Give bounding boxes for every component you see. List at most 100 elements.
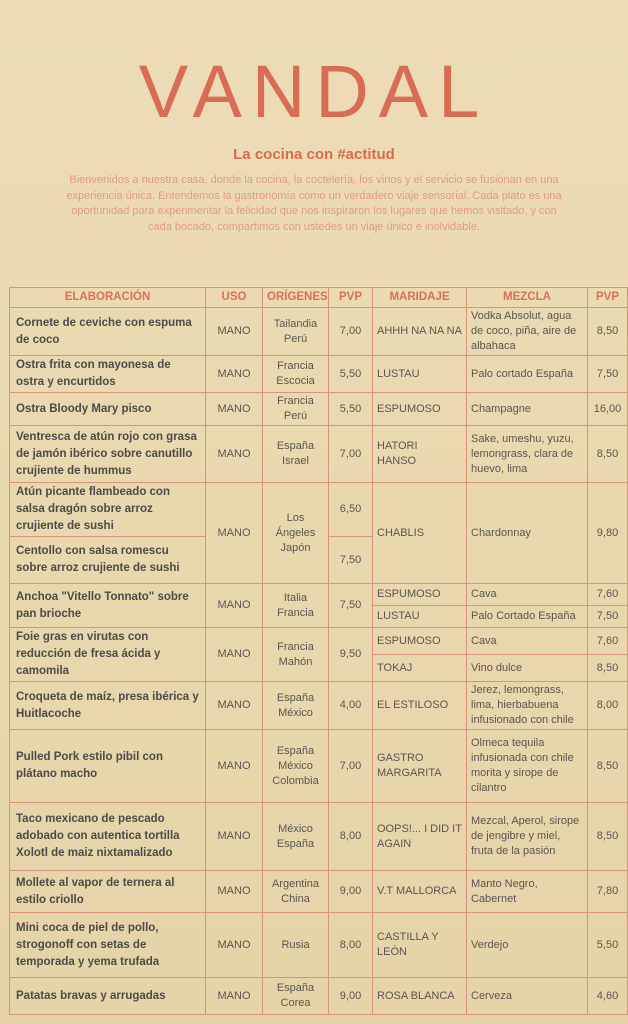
- pairing-mix: Cava: [466, 583, 588, 606]
- header-pvp: PVP: [328, 287, 373, 308]
- usage: MANO: [205, 870, 263, 913]
- pairing-mix: Mezcal, Aperol, sirope de jengibre y mie…: [466, 802, 588, 871]
- usage: MANO: [205, 355, 263, 393]
- dish-price: 6,50: [328, 482, 373, 537]
- pairing: OOPS!... I DID IT AGAIN: [372, 802, 467, 871]
- dish-name: Centollo con salsa romescu sobre arroz c…: [9, 536, 206, 584]
- usage: MANO: [205, 912, 263, 978]
- header-maridaje: MARIDAJE: [372, 287, 467, 308]
- pairing-price: 7,60: [587, 627, 628, 655]
- pairing-price: 7,60: [587, 583, 628, 606]
- pairing: LUSTAU: [372, 355, 467, 393]
- pairing-price: 9,80: [587, 482, 628, 584]
- origins: España México: [262, 681, 329, 730]
- dish-name: Atún picante flambeado con salsa dragón …: [9, 482, 206, 537]
- pairing: ESPUMOSO: [372, 583, 467, 606]
- pairing-price: 8,50: [587, 729, 628, 803]
- origins: Los Ángeles Japón: [262, 482, 329, 584]
- usage: MANO: [205, 977, 263, 1015]
- table-row: Anchoa "Vitello Tonnato" sobre pan brioc…: [9, 583, 628, 628]
- usage: MANO: [205, 681, 263, 730]
- pairing-mix: Vino dulce: [466, 654, 588, 682]
- dish-name: Ostra frita con mayonesa de ostra y encu…: [9, 355, 206, 393]
- dish-name: Anchoa "Vitello Tonnato" sobre pan brioc…: [9, 583, 206, 628]
- pairing-mix: Cava: [466, 627, 588, 655]
- pairing: HATORI HANSO: [372, 425, 467, 483]
- pairing-mix: Palo Cortado España: [466, 605, 588, 628]
- pairing-mix: Olmeca tequila infusionada con chile mor…: [466, 729, 588, 803]
- dish-price: 7,50: [328, 536, 373, 584]
- origins: Francia Escocia: [262, 355, 329, 393]
- dish-name: Mollete al vapor de ternera al estilo cr…: [9, 870, 206, 913]
- dish-name: Taco mexicano de pescado adobado con aut…: [9, 802, 206, 871]
- origins: Francia Mahón: [262, 627, 329, 682]
- table-row: Centollo con salsa romescu sobre arroz c…: [9, 536, 628, 584]
- header-mezcla: MEZCLA: [466, 287, 588, 308]
- pairing: TOKAJ: [372, 654, 467, 682]
- pairing-mix: Cerveza: [466, 977, 588, 1015]
- dish-price: 5,50: [328, 392, 373, 426]
- dish-price: 9,50: [328, 627, 373, 682]
- pairing-mix: Verdejo: [466, 912, 588, 978]
- origins: Rusia: [262, 912, 329, 978]
- usage: MANO: [205, 307, 263, 356]
- pairing-price: 8,50: [587, 425, 628, 483]
- dish-price: 7,00: [328, 425, 373, 483]
- dish-name: Mini coca de piel de pollo, strogonoff c…: [9, 912, 206, 978]
- table-row: Ventresca de atún rojo con grasa de jamó…: [9, 425, 628, 483]
- dish-price: 8,00: [328, 802, 373, 871]
- origins: España México Colombia: [262, 729, 329, 803]
- usage: MANO: [205, 627, 263, 682]
- table-row: Foie gras en virutas con reducción de fr…: [9, 627, 628, 682]
- header-row: ELABORACIÓN USO ORÍGENES PVP MARIDAJE MEZCLA P…: [9, 287, 628, 308]
- table-row: Croqueta de maíz, presa ibérica y Huitla…: [9, 681, 628, 730]
- pairing: V.T MALLORCA: [372, 870, 467, 913]
- pairing-mix: Chardonnay: [466, 482, 588, 584]
- vandal-logo: VANDAL: [138, 50, 490, 133]
- pairing-mix: Sake, umeshu, yuzu, lemongrass, clara de…: [466, 425, 588, 483]
- pairing-mix: Palo cortado España: [466, 355, 588, 393]
- dish-price: 7,50: [328, 583, 373, 628]
- pairing-mix: Champagne: [466, 392, 588, 426]
- table-row: Mini coca de piel de pollo, strogonoff c…: [9, 912, 628, 978]
- usage: MANO: [205, 482, 263, 584]
- menu-table: ELABORACIÓN USO ORÍGENES PVP MARIDAJE MEZCLA P…: [9, 287, 628, 1015]
- pairing: ESPUMOSO: [372, 392, 467, 426]
- pairing-price: 7,50: [587, 605, 628, 628]
- header-uso: USO: [205, 287, 263, 308]
- origins: Francia Perú: [262, 392, 329, 426]
- table-row: Atún picante flambeado con salsa dragón …: [9, 482, 628, 584]
- pairing-mix: Vodka Absolut, agua de coco, piña, aire …: [466, 307, 588, 356]
- pairing: CHABLIS: [372, 482, 467, 584]
- dish-name: Pulled Pork estilo pibil con plátano mac…: [9, 729, 206, 803]
- pairing: CASTILLA Y LEÓN: [372, 912, 467, 978]
- dish-name: Patatas bravas y arrugadas: [9, 977, 206, 1015]
- usage: MANO: [205, 802, 263, 871]
- pairing-price: 16,00: [587, 392, 628, 426]
- pairing-price: 8,00: [587, 681, 628, 730]
- table-row: Pulled Pork estilo pibil con plátano mac…: [9, 729, 628, 803]
- dish-name: Ventresca de atún rojo con grasa de jamó…: [9, 425, 206, 483]
- origins: Argentina China: [262, 870, 329, 913]
- pairing-price: 8,50: [587, 654, 628, 682]
- pairing-mix: Manto Negro, Cabernet: [466, 870, 588, 913]
- origins: México España: [262, 802, 329, 871]
- pairing-price: 8,50: [587, 802, 628, 871]
- pairing-price: 5,50: [587, 912, 628, 978]
- table-row: Ostra Bloody Mary pisco MANO Francia Perú 5…: [9, 392, 628, 426]
- pairing-price: 7,50: [587, 355, 628, 393]
- dish-name: Foie gras en virutas con reducción de fr…: [9, 627, 206, 682]
- pairing-price: 7,80: [587, 870, 628, 913]
- pairing: ROSA BLANCA: [372, 977, 467, 1015]
- pairing: EL ESTILOSO: [372, 681, 467, 730]
- pairing: GASTRO MARGARITA: [372, 729, 467, 803]
- dish-price: 7,00: [328, 729, 373, 803]
- table-row: Mollete al vapor de ternera al estilo cr…: [9, 870, 628, 913]
- usage: MANO: [205, 729, 263, 803]
- table-row: Patatas bravas y arrugadas MANO España Cor…: [9, 977, 628, 1015]
- header-elaboracion: ELABORACIÓN: [9, 287, 206, 308]
- table-row: Ostra frita con mayonesa de ostra y encu…: [9, 355, 628, 393]
- dish-price: 5,50: [328, 355, 373, 393]
- dish-price: 8,00: [328, 912, 373, 978]
- dish-name: Croqueta de maíz, presa ibérica y Huitla…: [9, 681, 206, 730]
